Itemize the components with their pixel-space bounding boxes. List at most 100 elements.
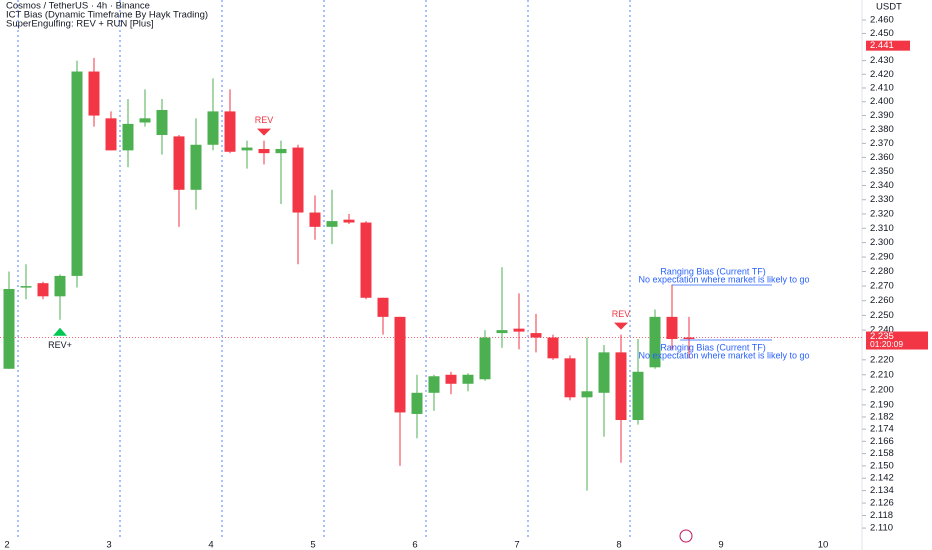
y-tick-label: 2.430 <box>870 55 894 66</box>
signal-arrow <box>257 128 271 136</box>
signal-arrow <box>53 327 67 336</box>
candle-body <box>564 358 576 398</box>
candle-body <box>547 337 559 359</box>
bias-title: Ranging Bias (Current TF) <box>660 342 765 352</box>
y-tick-label: 2.158 <box>870 448 894 459</box>
y-tick-label: 2.450 <box>870 28 894 39</box>
candle-body <box>258 148 270 154</box>
y-tick-label: 2.290 <box>870 252 894 263</box>
high-marker-label: 2.441 <box>870 40 894 51</box>
y-tick-label: 2.110 <box>870 523 893 534</box>
candle-body <box>88 71 100 116</box>
countdown-label: 01:20:09 <box>870 339 903 349</box>
y-tick-label: 2.400 <box>870 96 894 107</box>
y-tick-label: 2.250 <box>870 310 894 321</box>
x-tick-label: 10 <box>818 540 829 550</box>
y-tick-label: 2.200 <box>870 384 894 395</box>
candle-body <box>54 275 66 297</box>
candle-body <box>666 316 678 340</box>
candle-body <box>411 392 423 414</box>
header-line: SuperEngulfing: REV + RUN [Plus] <box>6 19 154 30</box>
x-tick-label: 5 <box>310 540 315 550</box>
y-tick-label: 2.220 <box>870 354 894 365</box>
x-tick-label: 3 <box>106 540 111 550</box>
y-tick-label: 2.300 <box>870 237 894 248</box>
candle-body <box>394 316 406 413</box>
candle-body <box>190 144 202 190</box>
candle-body <box>122 123 134 151</box>
y-tick-label: 2.240 <box>870 325 894 336</box>
header-line: Cosmos / TetherUS · 4h · Binance <box>6 1 150 12</box>
y-tick-label: 2.350 <box>870 166 894 177</box>
candle-body <box>343 219 355 223</box>
x-tick-label: 6 <box>412 540 417 550</box>
candle-body <box>649 316 661 368</box>
x-tick-label: 9 <box>718 540 723 550</box>
y-tick-label: 2.166 <box>870 436 894 447</box>
candle-body <box>20 286 32 288</box>
y-tick-label: 2.174 <box>870 424 894 435</box>
y-tick-label: 2.420 <box>870 69 894 80</box>
y-tick-label: 2.380 <box>870 124 894 135</box>
candle-body <box>530 333 542 338</box>
logo-icon <box>679 529 693 543</box>
last-price-label: 2.235 <box>870 331 894 342</box>
x-tick-label: 7 <box>514 540 519 550</box>
y-tick-label: 2.134 <box>870 485 894 496</box>
signal-label: REV+ <box>48 340 72 350</box>
signal-label: REV <box>255 115 274 125</box>
y-tick-label: 2.210 <box>870 369 894 380</box>
candle-body <box>275 148 287 154</box>
last-price-box <box>866 331 928 350</box>
y-tick-label: 2.310 <box>870 223 894 234</box>
y-tick-label: 2.460 <box>870 15 894 26</box>
bias-text: No expectation where market is likely to… <box>638 274 809 284</box>
y-tick-label: 2.370 <box>870 138 894 149</box>
candle-body <box>71 71 83 276</box>
y-tick-label: 2.360 <box>870 152 894 163</box>
candle-body <box>326 221 338 227</box>
candle-body <box>683 337 695 340</box>
candle-body <box>445 374 457 384</box>
x-tick-label: 2 <box>4 540 9 550</box>
candle-body <box>615 352 627 421</box>
candle-body <box>428 376 440 393</box>
bias-text: No expectation where market is likely to… <box>638 350 809 360</box>
candle-body <box>37 283 49 297</box>
y-tick-label: 2.126 <box>870 498 894 509</box>
y-tick-label: 2.260 <box>870 295 894 306</box>
y-tick-label: 2.190 <box>870 399 894 410</box>
y-tick-label: 2.390 <box>870 110 894 121</box>
candle-body <box>598 352 610 393</box>
candle-body <box>581 391 593 398</box>
signal-arrow <box>614 322 628 330</box>
y-tick-label: 2.340 <box>870 180 894 191</box>
y-tick-label: 2.280 <box>870 266 894 277</box>
x-tick-label: 8 <box>616 540 621 550</box>
candle-body <box>156 110 168 136</box>
y-tick-label: 2.142 <box>870 473 894 484</box>
signal-label: REV <box>612 309 631 319</box>
candle-body <box>462 374 474 384</box>
candle-body <box>139 118 151 123</box>
y-tick-label: 2.320 <box>870 208 894 219</box>
candle-body <box>479 337 491 380</box>
candle-body <box>292 147 304 213</box>
y-tick-label: 2.410 <box>870 82 894 93</box>
candle-body <box>360 222 372 298</box>
candle-body <box>241 147 253 151</box>
candle-body <box>377 297 389 317</box>
y-tick-label: 2.182 <box>870 411 894 422</box>
candle-body <box>309 212 321 227</box>
header-line: ICT Bias (Dynamic Timeframe By Hayk Trad… <box>6 10 208 21</box>
bias-title: Ranging Bias (Current TF) <box>660 266 765 276</box>
x-tick-label: 4 <box>208 540 213 550</box>
high-marker-box <box>866 40 910 51</box>
y-tick-label: 2.330 <box>870 194 894 205</box>
candle-body <box>105 118 117 151</box>
candle-body <box>207 111 219 145</box>
candle-body <box>496 330 508 334</box>
candle-body <box>224 111 236 152</box>
